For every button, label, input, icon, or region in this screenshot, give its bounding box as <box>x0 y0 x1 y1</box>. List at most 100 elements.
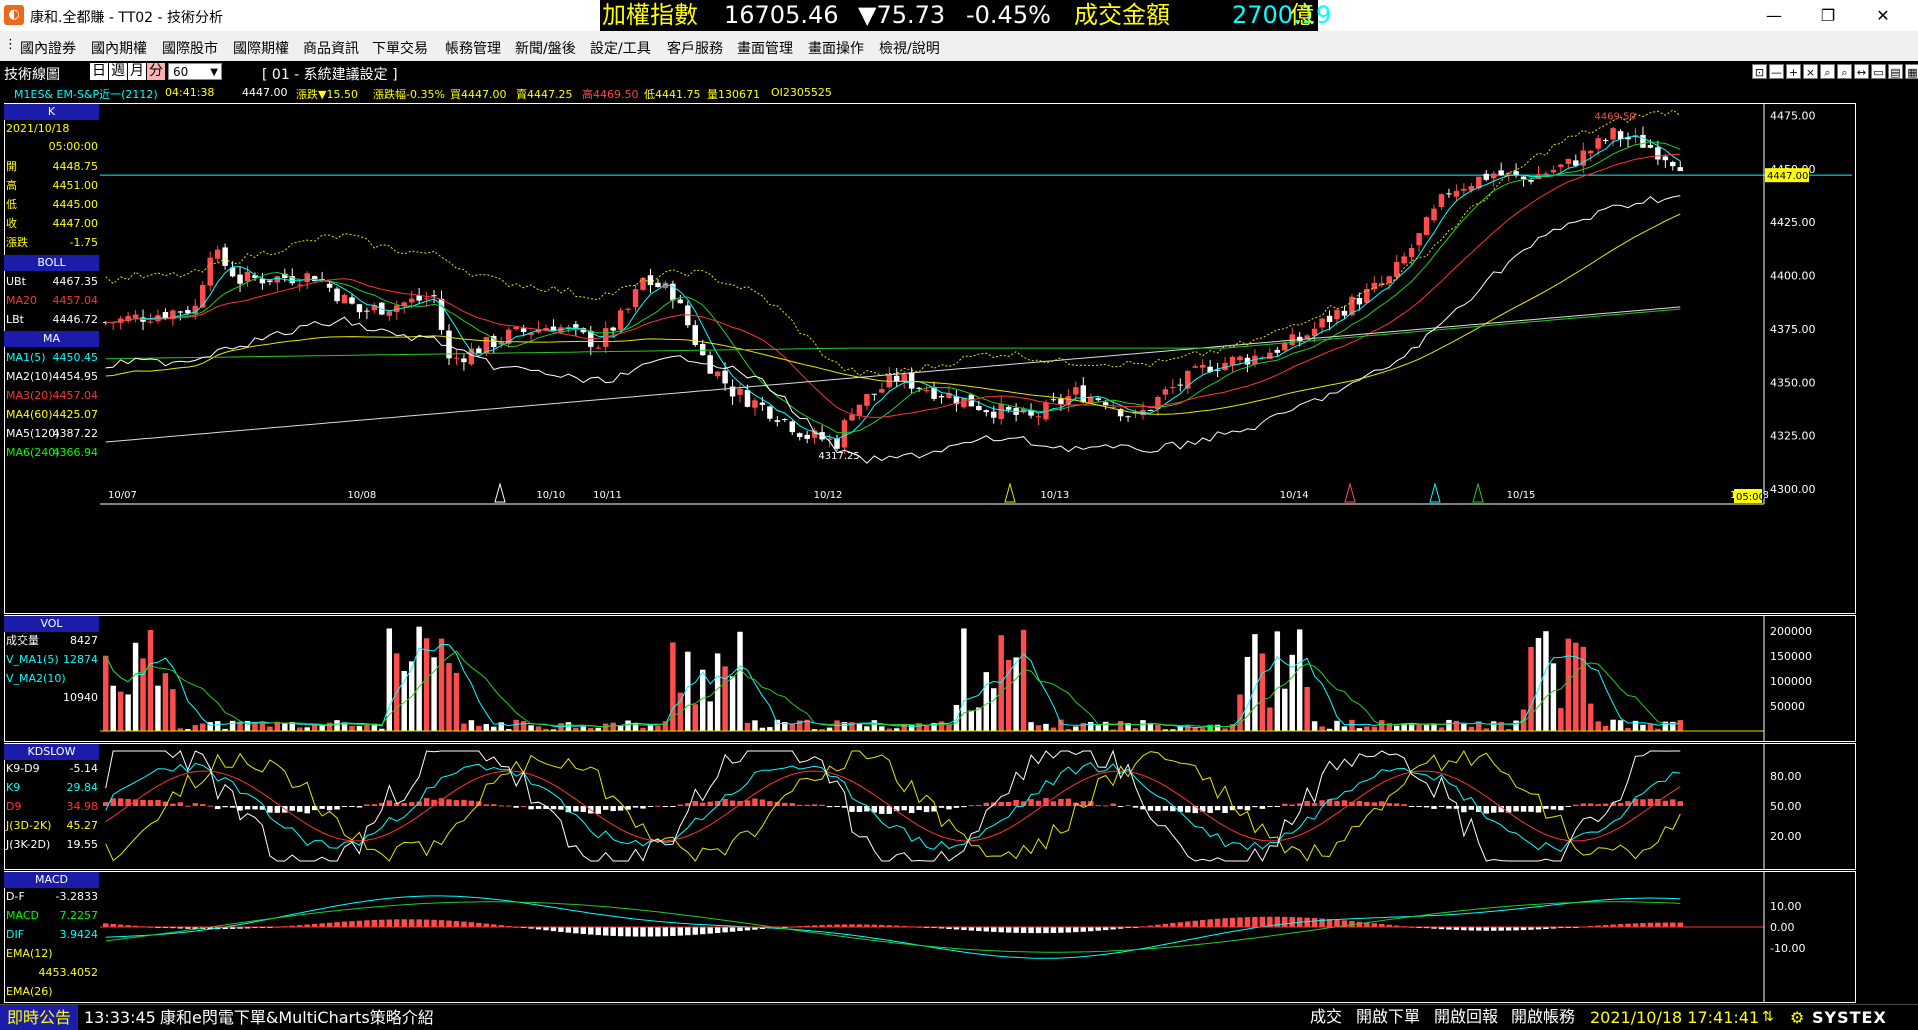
vol-row: 成交量 8427 <box>4 633 99 649</box>
candle-body <box>1528 180 1534 182</box>
volume-bar <box>1617 720 1624 731</box>
row-label: 低 <box>6 198 17 211</box>
macd-chart[interactable]: 10.00 0.00 -10.00 <box>100 872 1854 1002</box>
search-icon[interactable]: ⌕ <box>1820 64 1835 79</box>
menu-item-1[interactable]: 國內期權 <box>91 41 147 57</box>
kd-bar <box>1080 801 1087 806</box>
candlestick-chart[interactable]: 4475.004450.004425.004400.004375.004350.… <box>100 104 1854 613</box>
menu-item-11[interactable]: 畫面操作 <box>808 41 864 57</box>
macd-bar <box>856 924 863 927</box>
row-label: EMA(26) <box>6 985 53 998</box>
kline-date: 2021/10/18 <box>6 122 70 135</box>
period-week-button[interactable]: 週 <box>109 63 127 80</box>
kd-chart[interactable]: 80.00 50.00 20.00 <box>100 744 1854 869</box>
macd-bar <box>1610 924 1616 927</box>
menu-item-2[interactable]: 國際股市 <box>162 41 218 57</box>
volume-bar <box>543 728 549 731</box>
macd-bar <box>849 924 855 927</box>
volume-bar <box>222 728 228 731</box>
volume-bar <box>871 720 878 731</box>
volume-bar <box>1110 729 1116 731</box>
volume-bar <box>192 725 199 731</box>
macd-bar <box>1185 921 1191 927</box>
open-account-button[interactable]: 開啟帳務 <box>1511 1007 1576 1026</box>
kd-bar <box>453 800 460 806</box>
period-minute-button[interactable]: 分 <box>147 63 165 80</box>
volume-bar <box>132 642 139 731</box>
pan-icon[interactable]: ↔ <box>1854 64 1869 79</box>
volume-chart[interactable]: 200000 150000 100000 50000 <box>100 616 1854 741</box>
macd-bar <box>1207 919 1213 927</box>
macd-bar <box>364 920 370 927</box>
close-button[interactable]: ✕ <box>1876 6 1890 25</box>
menu-item-12[interactable]: 檢視/說明 <box>879 41 940 57</box>
kd-bar <box>170 803 176 806</box>
date-label: 10/07 <box>108 490 137 501</box>
menu-item-4[interactable]: 商品資訊 <box>303 41 359 57</box>
macd-row: D-F -3.2833 <box>4 889 99 905</box>
kd-bar <box>110 798 116 806</box>
row-value: 4447.00 <box>52 217 99 230</box>
volume-bar <box>259 723 266 731</box>
open-report-button[interactable]: 開啟回報 <box>1434 1007 1499 1026</box>
kd-bar <box>1386 803 1392 806</box>
volume-bar <box>879 726 885 731</box>
candle-body <box>1050 399 1057 401</box>
row-value: 29.84 <box>66 781 99 794</box>
macd-bar <box>423 919 430 927</box>
volume-bar <box>774 719 781 731</box>
frame-icon[interactable]: ▭ <box>1871 64 1886 79</box>
gear-icon[interactable]: ⚙ <box>1790 1008 1805 1027</box>
announcement-news[interactable]: 康和e閃電下單&MultiCharts策略介紹 <box>160 1008 434 1027</box>
kd-bar <box>782 802 788 806</box>
volume-bar <box>520 721 527 731</box>
minimize-button[interactable]: — <box>1766 6 1782 25</box>
kd-bar <box>1296 803 1303 806</box>
candle-body <box>617 310 624 330</box>
volume-bar <box>1431 723 1437 731</box>
candle-body <box>461 358 467 363</box>
period-day-button[interactable]: 日 <box>90 63 108 80</box>
kd-bar <box>1438 806 1445 807</box>
kd-bar <box>625 806 631 810</box>
open-order-button[interactable]: 開啟下單 <box>1356 1007 1421 1026</box>
menu-item-8[interactable]: 設定/工具 <box>590 41 651 57</box>
menu-item-0[interactable]: 國內證券 <box>20 41 76 57</box>
period-month-button[interactable]: 月 <box>128 63 146 80</box>
macd-bar <box>991 927 997 932</box>
kd-bar <box>677 804 684 806</box>
zoom-out-icon[interactable]: — <box>1769 64 1784 79</box>
trades-button[interactable]: 成交 <box>1310 1007 1343 1026</box>
volume-bar <box>311 724 318 731</box>
volume-bar <box>1408 723 1415 731</box>
menu-item-6[interactable]: 帳務管理 <box>445 41 501 57</box>
layout-icon[interactable]: ▤ <box>1888 64 1903 79</box>
candle-body <box>632 289 639 308</box>
zoom-in-icon[interactable]: + <box>1786 64 1801 79</box>
macd-bar <box>602 927 609 936</box>
zoom-reset-icon[interactable]: ⊡ <box>1752 64 1767 79</box>
announcement-time: 13:33:45 <box>84 1008 156 1027</box>
search-alt-icon[interactable]: ⌕ <box>1837 64 1852 79</box>
close-tool-icon[interactable]: × <box>1803 64 1818 79</box>
restore-button[interactable]: ❐ <box>1820 6 1836 25</box>
kd-bar <box>408 802 415 806</box>
volume-bar <box>1267 707 1273 731</box>
interval-select[interactable]: 60 ▼ <box>168 63 222 80</box>
ma-row: MA5(120) 4387.22 <box>4 426 99 442</box>
menu-item-10[interactable]: 畫面管理 <box>737 41 793 57</box>
grid-icon[interactable]: ▦ <box>1905 64 1918 79</box>
menu-item-7[interactable]: 新聞/盤後 <box>515 41 576 57</box>
macd-bar <box>744 927 751 931</box>
price-axis-label: 4300.00 <box>1770 483 1816 496</box>
menu-item-5[interactable]: 下單交易 <box>372 41 428 57</box>
menu-item-9[interactable]: 客戶服務 <box>667 41 723 57</box>
kd-bar <box>1326 799 1333 806</box>
volume-bar <box>811 729 818 731</box>
volume-bar <box>1222 728 1228 731</box>
volume-bar <box>901 724 907 731</box>
system-settings-label[interactable]: [ 01 - 系統建議設定 ] <box>262 67 398 83</box>
macd-bar <box>826 924 833 927</box>
row-value: 4451.00 <box>52 179 99 192</box>
menu-item-3[interactable]: 國際期權 <box>233 41 289 57</box>
